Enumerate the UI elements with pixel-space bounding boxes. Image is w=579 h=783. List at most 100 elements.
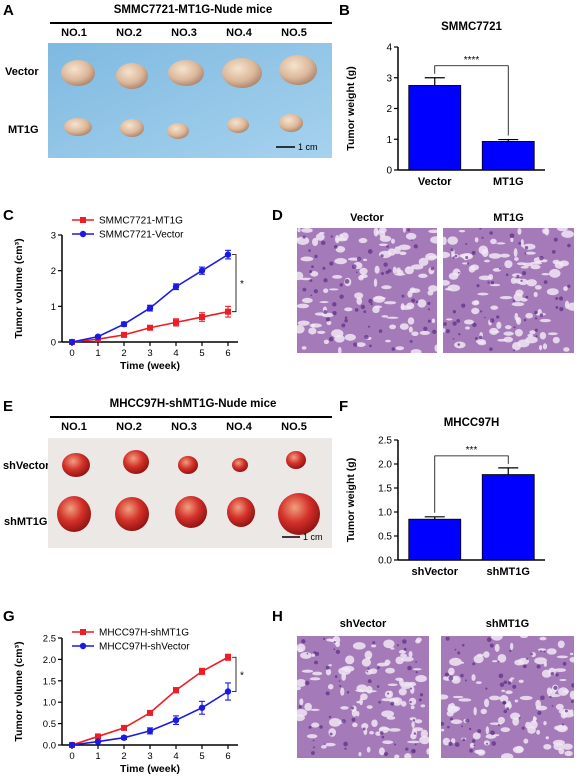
panel-h-histology-shvector	[297, 636, 429, 758]
histology-alveolus	[297, 686, 302, 691]
histology-nucleus	[378, 700, 381, 704]
histology-alveolus	[443, 280, 450, 286]
chart-g-ytick-label: 1.5	[43, 676, 56, 687]
histology-alveolus	[378, 747, 385, 756]
chart-c-point	[198, 267, 206, 274]
chart-c-point	[199, 314, 205, 321]
chart-c-xtick-label: 1	[95, 348, 100, 359]
chart-f-title: MHCC97H	[444, 417, 500, 429]
histology-alveolus	[523, 738, 529, 744]
histology-nucleus	[505, 273, 509, 277]
histology-alveolus	[428, 229, 437, 234]
histology-nucleus	[351, 264, 357, 270]
histology-nucleus	[368, 298, 373, 304]
histology-alveolus	[558, 687, 569, 696]
histology-nucleus	[471, 250, 476, 255]
histology-alveolus	[490, 636, 503, 641]
histology-nucleus	[343, 741, 348, 747]
histology-alveolus	[463, 319, 474, 325]
histology-nucleus	[472, 662, 476, 666]
histology-alveolus	[356, 342, 366, 347]
histology-alveolus	[345, 655, 355, 665]
histology-nucleus	[376, 685, 380, 688]
histology-nucleus	[452, 338, 455, 340]
histology-alveolus	[555, 703, 564, 711]
histology-alveolus	[386, 716, 396, 720]
histology-alveolus	[389, 324, 397, 330]
histology-alveolus	[381, 710, 395, 718]
chart-c-point	[172, 283, 180, 290]
histology-nucleus	[380, 272, 385, 276]
histology-alveolus	[533, 291, 538, 298]
histology-alveolus	[301, 228, 313, 233]
histology-alveolus	[355, 689, 366, 692]
histology-nucleus	[335, 649, 341, 655]
histology-alveolus	[452, 695, 464, 699]
histology-alveolus	[395, 677, 403, 681]
histology-nucleus	[402, 639, 407, 644]
histology-alveolus	[480, 708, 487, 715]
histology-alveolus	[547, 332, 558, 336]
histology-nucleus	[325, 691, 330, 696]
chart-b-title: SMMC7721	[441, 21, 502, 33]
histology-alveolus	[299, 277, 312, 281]
histology-nucleus	[415, 660, 418, 663]
histology-alveolus	[514, 659, 525, 666]
panel-a-tumor-photo	[48, 43, 332, 158]
histology-alveolus	[411, 721, 415, 728]
histology-nucleus	[567, 243, 571, 248]
histology-alveolus	[445, 318, 453, 321]
histology-alveolus	[321, 312, 334, 318]
histology-nucleus	[309, 279, 313, 282]
histology-nucleus	[448, 741, 453, 746]
panel-letter-g: G	[3, 608, 15, 625]
histology-nucleus	[496, 315, 500, 319]
histology-alveolus	[384, 339, 391, 343]
histology-alveolus	[519, 695, 533, 701]
histology-alveolus	[546, 687, 552, 696]
histology-alveolus	[408, 697, 417, 706]
histology-nucleus	[410, 239, 413, 241]
panel-h-label-shvector: shVector	[339, 618, 387, 630]
histology-nucleus	[550, 671, 555, 676]
histology-nucleus	[308, 725, 312, 729]
histology-alveolus	[517, 228, 522, 235]
histology-nucleus	[499, 267, 501, 270]
histology-nucleus	[362, 727, 366, 731]
histology-alveolus	[340, 687, 345, 696]
histology-alveolus	[512, 342, 521, 351]
histology-alveolus	[504, 260, 513, 269]
chart-f-ylabel: Tumor weight (g)	[345, 458, 357, 542]
histology-alveolus	[488, 274, 494, 281]
histology-nucleus	[509, 233, 515, 239]
chart-g-point	[94, 738, 102, 745]
histology-alveolus	[374, 265, 380, 274]
histology-alveolus	[546, 648, 557, 655]
histology-alveolus	[529, 330, 536, 335]
histology-alveolus	[306, 734, 318, 739]
histology-alveolus	[388, 728, 401, 732]
histology-nucleus	[479, 310, 483, 313]
histology-alveolus	[352, 722, 358, 728]
histology-alveolus	[535, 705, 548, 711]
panel-e-row-shmt1g: shMT1G	[4, 516, 48, 528]
panel-e-row-shvector: shVector	[3, 460, 50, 472]
histology-alveolus	[447, 705, 459, 714]
chart-f-category-label: shMT1G	[487, 566, 530, 578]
histology-alveolus	[400, 653, 407, 658]
histology-alveolus	[407, 317, 415, 325]
histology-nucleus	[555, 673, 559, 677]
histology-nucleus	[524, 252, 527, 255]
histology-alveolus	[344, 307, 353, 312]
histology-alveolus	[379, 230, 386, 238]
histology-alveolus	[311, 653, 315, 657]
histology-nucleus	[403, 647, 407, 651]
histology-alveolus	[526, 279, 537, 287]
histology-alveolus	[473, 300, 479, 305]
histology-nucleus	[468, 727, 472, 731]
chart-g-legend-label: MHCC97H-shVector	[99, 642, 190, 653]
histology-nucleus	[462, 738, 466, 742]
histology-nucleus	[367, 249, 373, 254]
chart-g-significance: *	[240, 670, 244, 681]
chart-c-ytick-label: 2	[51, 266, 56, 277]
